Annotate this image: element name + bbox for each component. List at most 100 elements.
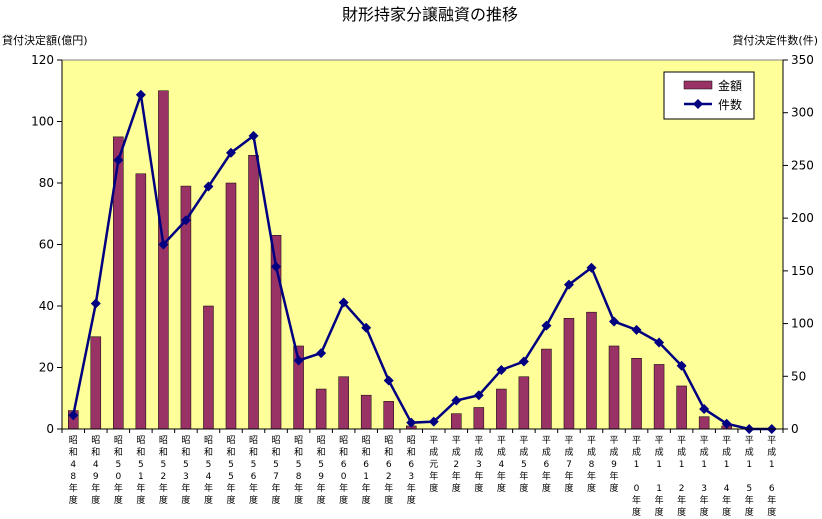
line-point (586, 262, 597, 273)
line-point (406, 417, 417, 428)
line-point (451, 395, 462, 406)
left-axis-title: 貸付決定額(億円) (2, 33, 88, 47)
line-point (518, 356, 529, 367)
line-point (541, 320, 552, 331)
line-point (271, 261, 282, 272)
legend-line-marker (693, 99, 703, 109)
category-label: 昭和 6 3 年度 (407, 435, 416, 506)
category-label: 昭和 5 7 年度 (272, 435, 281, 506)
line-point (473, 390, 484, 401)
category-label: 昭和 5 5 年度 (226, 435, 235, 506)
bar (676, 385, 687, 430)
bar (360, 394, 372, 430)
left-tick-label: 40 (39, 299, 54, 313)
legend-bar-label: 金額 (718, 78, 742, 93)
bar (563, 318, 575, 430)
category-label: 平成 7 年度 (564, 435, 573, 494)
category-label: 平成 1 4 年度 (722, 435, 731, 518)
category-label: 昭和 5 8 年度 (294, 435, 303, 506)
right-tick-label: 150 (791, 264, 814, 278)
line-point (135, 89, 146, 100)
bar (608, 345, 620, 430)
right-tick-label: 350 (791, 53, 814, 67)
line-point (721, 418, 732, 429)
line-point (316, 348, 327, 359)
category-label: 平成 8 年度 (587, 435, 596, 494)
bar (518, 376, 530, 430)
category-label: 昭和 5 3 年度 (181, 435, 190, 506)
bar (631, 358, 642, 430)
line-series (72, 94, 772, 431)
left-tick-label: 0 (46, 422, 54, 436)
category-label: 平成 5 年度 (519, 435, 528, 494)
right-tick-label: 200 (791, 211, 814, 225)
bar (473, 407, 485, 430)
category-label: 平成 4 年度 (497, 435, 506, 494)
chart-title: 財形持家分譲融資の推移 (342, 5, 518, 24)
bar (225, 182, 237, 430)
bar (315, 388, 327, 430)
right-tick-label: 100 (791, 317, 814, 331)
legend: 金額 件数 (663, 71, 755, 120)
bar (90, 336, 102, 430)
right-tick-label: 50 (791, 369, 806, 383)
bar (698, 416, 710, 430)
line-point (654, 337, 665, 348)
line-point (225, 147, 236, 158)
bar (451, 413, 462, 430)
category-label: 平成 2 年度 (452, 435, 461, 494)
category-label: 平成 6 年度 (542, 435, 551, 494)
line-point (338, 297, 349, 308)
category-label: 昭和 6 1 年度 (362, 435, 371, 506)
category-label: 昭和 5 9 年度 (317, 435, 326, 506)
line-point (90, 298, 101, 309)
category-label: 平成 3 年度 (474, 435, 483, 494)
line-point (158, 239, 169, 250)
line-point (383, 375, 394, 386)
bar (248, 155, 259, 430)
legend-line-label: 件数 (718, 97, 742, 112)
category-label: 平成 1 5 年度 (745, 435, 754, 518)
category-label: 昭和 6 0 年度 (339, 435, 348, 506)
bar (158, 90, 169, 430)
bar (135, 173, 147, 430)
category-label: 昭和 5 6 年度 (249, 435, 258, 506)
bar (541, 348, 552, 430)
line-point (361, 322, 372, 333)
line-point (293, 355, 304, 366)
category-label: 平成 1 2 年度 (677, 435, 686, 518)
line-point (609, 316, 620, 327)
line-point (428, 416, 439, 427)
legend-box (663, 71, 755, 120)
category-label: 昭和 5 1 年度 (136, 435, 145, 506)
line-point (248, 130, 259, 141)
line-point (631, 324, 642, 335)
bar (496, 388, 507, 430)
category-label: 昭和 4 8 年度 (69, 435, 78, 506)
line-point (180, 215, 191, 226)
left-tick-label: 100 (31, 115, 54, 129)
right-tick-label: 300 (791, 106, 814, 120)
line-point (68, 410, 79, 421)
category-label: 平成 1 0 年度 (632, 435, 641, 518)
line-point (699, 403, 710, 414)
line-point (563, 279, 574, 290)
category-label: 平成元年度 (429, 435, 438, 494)
right-tick-label: 0 (791, 422, 799, 436)
left-tick-label: 120 (31, 53, 54, 67)
line-point (203, 181, 214, 192)
category-label: 昭和 5 0 年度 (114, 435, 123, 506)
category-label: 昭和 4 9 年度 (91, 435, 100, 506)
bar (653, 364, 665, 430)
category-label: 平成 1 1 年度 (655, 435, 664, 518)
left-tick-label: 80 (39, 176, 54, 190)
category-label: 昭和 5 4 年度 (204, 435, 213, 506)
line-point (496, 364, 507, 375)
bar (338, 376, 349, 430)
right-tick-label: 250 (791, 158, 814, 172)
category-label: 平成 1 3 年度 (700, 435, 709, 518)
category-label: 昭和 5 2 年度 (159, 435, 168, 506)
category-label: 昭和 6 2 年度 (384, 435, 393, 506)
category-label: 平成 9 年度 (610, 435, 619, 494)
category-label: 平成 1 6 年度 (767, 435, 776, 518)
